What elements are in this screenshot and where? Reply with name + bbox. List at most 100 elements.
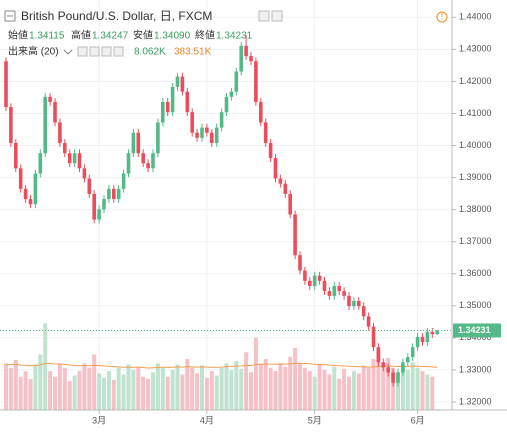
candle-body	[420, 336, 425, 343]
volume-bar	[322, 370, 327, 410]
volume-bar	[200, 365, 204, 410]
volume-bar	[347, 376, 351, 410]
volume-bar	[405, 370, 410, 410]
x-tick-label: 6月	[411, 415, 425, 425]
candle-body	[303, 270, 307, 281]
volume-bar	[425, 374, 430, 410]
x-tick-label: 4月	[200, 415, 214, 425]
volume-bar	[361, 365, 366, 410]
volume-bar	[13, 360, 18, 410]
volume-bar	[224, 363, 229, 410]
volume-bar	[268, 367, 273, 410]
close-icon[interactable]	[271, 10, 283, 22]
volume-bar	[82, 363, 87, 410]
volume-bar	[410, 362, 415, 410]
volume-bar	[141, 376, 146, 410]
volume-bar	[332, 366, 337, 410]
last-price-label: 1.34231	[458, 325, 491, 335]
y-tick-label: 1.40000	[459, 140, 492, 150]
candle-body	[131, 132, 136, 154]
volume-bar	[106, 371, 111, 410]
dropdown-icon[interactable]	[63, 49, 73, 55]
volume-bar	[288, 356, 293, 410]
volume-value: 8.062K	[134, 47, 166, 58]
axes: 1.44000 1.43000 1.42000 1.41000 1.40000 1.390…	[0, 12, 501, 425]
candle-body	[312, 275, 317, 286]
volume-bar	[219, 367, 224, 410]
candle-body	[195, 132, 199, 138]
volume-bar	[234, 361, 239, 410]
volume-bar	[249, 372, 253, 410]
candle-body	[4, 61, 8, 108]
candle-body	[288, 193, 292, 215]
candle-body	[298, 255, 302, 271]
volume-bar	[239, 368, 244, 410]
volume-bar	[293, 347, 298, 410]
candle-body	[48, 96, 52, 102]
high-value: 1.34247	[92, 31, 129, 42]
candle-body	[219, 112, 224, 128]
candle-body	[234, 71, 239, 92]
volume-bar	[18, 376, 23, 410]
close-icon[interactable]	[101, 46, 112, 57]
candle-body	[161, 101, 165, 123]
y-tick-label: 1.39000	[459, 172, 492, 182]
candle-body	[82, 168, 87, 179]
candle-body	[18, 168, 23, 189]
candle-body	[317, 275, 322, 281]
volume-bar	[342, 368, 347, 410]
volume-bar	[97, 373, 102, 410]
eye-icon[interactable]	[77, 46, 88, 57]
volume-bar	[48, 371, 53, 410]
candle-body	[141, 153, 145, 164]
volume-label: 出来高 (20)	[8, 45, 59, 58]
candle-body	[337, 285, 341, 292]
candle-body	[67, 153, 72, 164]
volume-bar	[151, 372, 155, 410]
more-icon[interactable]	[113, 46, 124, 57]
high-label: 高値	[71, 29, 91, 42]
candle-body	[430, 331, 435, 335]
candle-body	[386, 367, 390, 373]
y-tick-label: 1.43000	[459, 44, 492, 54]
candle-body	[136, 132, 141, 154]
volume-bar	[214, 375, 219, 410]
candle-body	[14, 142, 18, 169]
volume-bar	[317, 364, 322, 410]
candle-body	[415, 336, 420, 348]
candle-body	[58, 122, 62, 143]
volume-bar	[28, 378, 33, 410]
candle-body	[381, 362, 386, 368]
volume-bar	[131, 370, 136, 410]
candle-body	[263, 122, 268, 143]
volume-bar	[185, 358, 190, 410]
candle-body	[112, 188, 116, 200]
candle-body	[254, 61, 258, 102]
volume-bar	[351, 371, 356, 410]
settings-icon[interactable]	[89, 46, 100, 57]
volume-bar	[111, 380, 116, 410]
candle-body	[259, 101, 263, 123]
candle-body	[121, 173, 126, 189]
volume-bar	[204, 377, 209, 410]
alert-icon[interactable]	[436, 11, 448, 23]
settings-icon[interactable]	[258, 10, 270, 22]
candle-body	[376, 347, 381, 363]
candle-body	[23, 188, 28, 200]
volume-ma-line	[5, 362, 438, 369]
volume-bar	[146, 378, 151, 410]
volume-ma-value: 383.51K	[174, 47, 212, 58]
symbol-title: British Pound/U.S. Dollar, 日, FXCM	[21, 9, 212, 23]
candle-body	[435, 330, 439, 335]
y-tick-label: 1.42000	[459, 76, 492, 86]
candle-body	[9, 107, 13, 143]
candle-body	[273, 158, 278, 179]
volume-pane	[4, 323, 440, 410]
candle-body	[371, 326, 376, 348]
y-tick-label: 1.36000	[459, 268, 492, 278]
volume-bar	[155, 363, 160, 410]
volume-bar	[33, 364, 38, 410]
volume-bar	[116, 367, 121, 410]
